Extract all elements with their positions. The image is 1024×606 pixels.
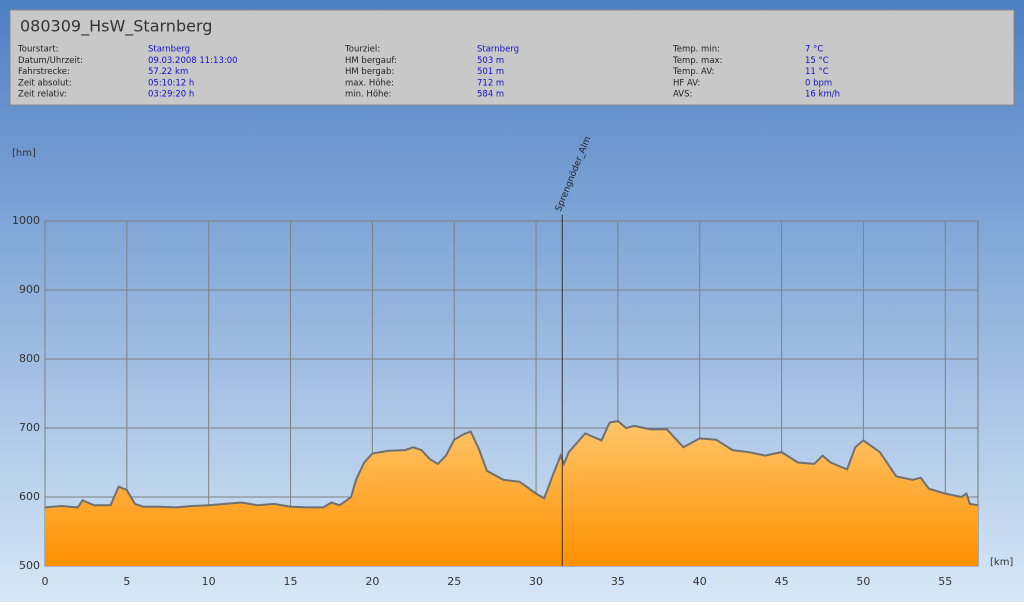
info-value: 7 °C xyxy=(805,45,823,55)
info-value: 584 m xyxy=(477,90,504,100)
x-tick-label: 30 xyxy=(529,575,543,588)
info-panel xyxy=(9,9,1015,106)
x-tick-label: 40 xyxy=(693,575,707,588)
info-label: Temp. min: xyxy=(672,45,720,55)
info-value: 05:10:12 h xyxy=(148,78,194,88)
elevation-area xyxy=(45,421,978,566)
info-label: max. Höhe: xyxy=(345,78,394,88)
info-label: Tourstart: xyxy=(17,45,59,55)
info-value: 0 bpm xyxy=(805,78,832,88)
info-value: 03:29:20 h xyxy=(148,90,194,100)
info-value: 11 °C xyxy=(805,67,829,77)
x-tick-label: 0 xyxy=(42,575,49,588)
title: 080309_HsW_Starnberg xyxy=(20,17,212,37)
x-tick-label: 45 xyxy=(775,575,789,588)
info-value: 501 m xyxy=(477,67,504,77)
x-tick-label: 15 xyxy=(284,575,298,588)
info-label: HM bergab: xyxy=(345,67,394,77)
info-label: Temp. max: xyxy=(672,56,722,66)
info-value: 15 °C xyxy=(805,56,829,66)
y-tick-label: 1000 xyxy=(12,214,40,227)
info-label: HF AV: xyxy=(673,78,700,88)
info-value: 09.03.2008 11:13:00 xyxy=(148,56,238,66)
info-value: 503 m xyxy=(477,56,504,66)
info-value: 16 km/h xyxy=(805,90,840,100)
y-axis-label: [hm] xyxy=(12,148,36,159)
info-value: Starnberg xyxy=(477,45,519,55)
x-axis-label: [km] xyxy=(990,557,1013,568)
y-tick-label: 700 xyxy=(19,421,40,434)
elevation-line xyxy=(44,420,979,509)
x-tick-label: 25 xyxy=(447,575,461,588)
info-value: Starnberg xyxy=(148,45,190,55)
info-label: Datum/Uhrzeit: xyxy=(18,56,83,66)
x-tick-label: 20 xyxy=(365,575,379,588)
x-tick-label: 10 xyxy=(202,575,216,588)
info-label: Fahrstrecke: xyxy=(18,67,70,77)
info-label: Zeit absolut: xyxy=(18,78,72,88)
info-value: 712 m xyxy=(477,78,504,88)
y-tick-label: 600 xyxy=(19,490,40,503)
info-label: HM bergauf: xyxy=(345,56,397,66)
info-label: Tourziel: xyxy=(344,45,380,55)
info-label: min. Höhe: xyxy=(345,90,392,100)
y-tick-label: 800 xyxy=(19,352,40,365)
x-tick-label: 35 xyxy=(611,575,625,588)
info-label: Zeit relativ: xyxy=(18,90,67,100)
x-tick-label: 55 xyxy=(938,575,952,588)
y-tick-label: 500 xyxy=(19,559,40,572)
info-label: AVS: xyxy=(673,90,692,100)
info-value: 57.22 km xyxy=(148,67,188,77)
x-tick-label: 50 xyxy=(856,575,870,588)
info-label: Temp. AV: xyxy=(672,67,714,77)
x-tick-label: 5 xyxy=(123,575,130,588)
y-tick-label: 900 xyxy=(19,283,40,296)
